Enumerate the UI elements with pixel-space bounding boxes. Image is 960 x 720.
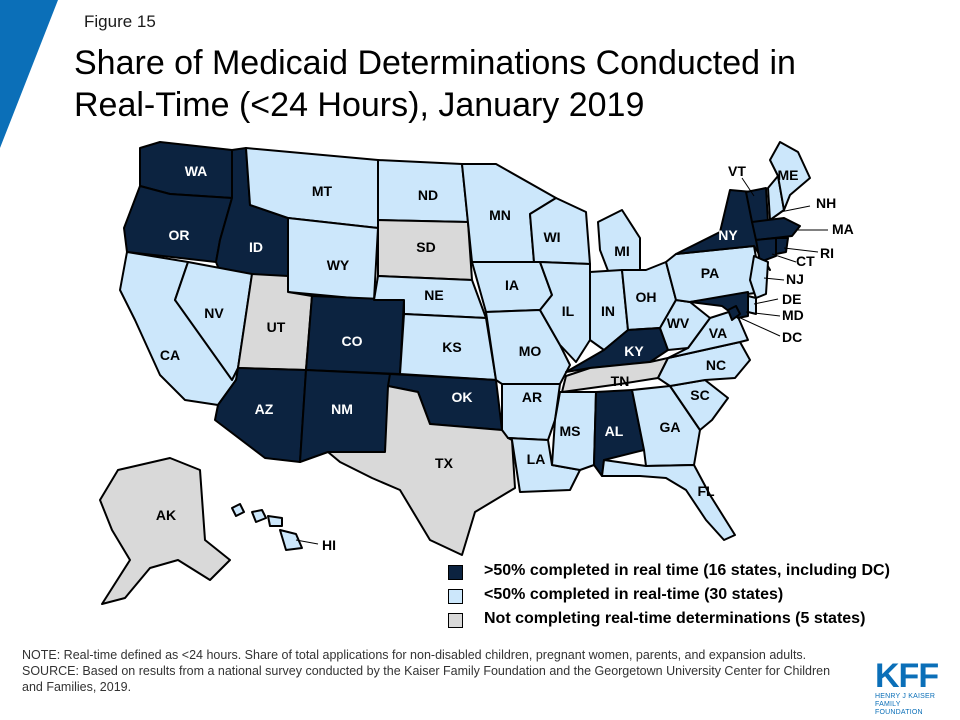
corner-accent-shape: [0, 0, 58, 148]
state-label-PA: PA: [701, 265, 719, 281]
kff-logo: KFF HENRY J KAISER FAMILY FOUNDATION: [875, 657, 947, 716]
state-label-MD: MD: [782, 307, 804, 323]
state-AK[interactable]: [99, 457, 231, 605]
leader-line-VT: [741, 177, 755, 197]
state-label-KS: KS: [442, 339, 461, 355]
state-label-KY: KY: [624, 343, 644, 359]
state-label-SD: SD: [416, 239, 435, 255]
state-labels: WA OR ID MT ND MN WI MI SD WY NE IA IL IN OH PA NY NV UT CO…: [156, 163, 854, 553]
state-label-OH: OH: [636, 289, 657, 305]
title-line-1: Share of Medicaid Determinations Conduct…: [74, 44, 796, 82]
state-FL[interactable]: [601, 459, 736, 541]
state-label-DC: DC: [782, 329, 802, 345]
logo-sub-2: FAMILY FOUNDATION: [875, 701, 923, 716]
leader-line-HI: [295, 539, 319, 545]
state-label-IN: IN: [601, 303, 615, 319]
state-label-AZ: AZ: [255, 401, 274, 417]
state-label-TX: TX: [435, 455, 454, 471]
state-label-AL: AL: [605, 423, 624, 439]
state-label-CO: CO: [342, 333, 363, 349]
state-label-FL: FL: [697, 483, 715, 499]
state-NJ[interactable]: [749, 255, 769, 299]
state-label-NJ: NJ: [786, 271, 804, 287]
state-label-NY: NY: [718, 227, 738, 243]
leader-line-RI: [783, 247, 819, 253]
state-label-SC: SC: [690, 387, 709, 403]
state-label-RI: RI: [820, 245, 834, 261]
legend-label-light: <50% completed in real-time (30 states): [484, 586, 784, 603]
state-label-VT: VT: [728, 163, 746, 179]
note-text: NOTE: Real-time defined as <24 hours. Sh…: [22, 648, 807, 662]
state-label-NH: NH: [816, 195, 836, 211]
state-label-OK: OK: [452, 389, 473, 405]
state-label-ND: ND: [418, 187, 438, 203]
state-label-MA: MA: [832, 221, 854, 237]
leader-line-NH: [779, 205, 811, 213]
state-label-TN: TN: [611, 373, 630, 389]
state-label-NM: NM: [331, 401, 353, 417]
legend-swatch-dark: [448, 565, 463, 580]
leader-line-CT: [771, 253, 797, 263]
leader-line-DE: [753, 298, 779, 305]
state-label-MS: MS: [560, 423, 581, 439]
footnotes: NOTE: Real-time defined as <24 hours. Sh…: [22, 647, 842, 695]
state-LA[interactable]: [507, 437, 581, 493]
state-label-CA: CA: [160, 347, 180, 363]
logo-sub-1: HENRY J KAISER: [875, 693, 936, 700]
state-label-CT: CT: [796, 253, 815, 269]
state-TX[interactable]: [327, 385, 516, 556]
state-DE[interactable]: [747, 295, 757, 315]
state-label-LA: LA: [527, 451, 546, 467]
state-label-AR: AR: [522, 389, 542, 405]
title-line-2: Real-Time (<24 Hours), January 2019: [74, 86, 645, 124]
state-label-ME: ME: [778, 167, 799, 183]
leader-line-NJ: [763, 277, 785, 281]
state-label-MN: MN: [489, 207, 511, 223]
legend-label-gray: Not completing real-time determinations …: [484, 610, 866, 627]
state-label-MI: MI: [614, 243, 630, 259]
state-label-GA: GA: [660, 419, 681, 435]
state-DC[interactable]: [727, 305, 741, 321]
state-label-OR: OR: [169, 227, 190, 243]
state-CT[interactable]: [755, 237, 777, 263]
page-title: Share of Medicaid Determinations Conduct…: [74, 42, 924, 126]
state-label-NC: NC: [706, 357, 726, 373]
state-NV[interactable]: [174, 261, 253, 381]
state-label-IL: IL: [562, 303, 575, 319]
state-label-UT: UT: [267, 319, 286, 335]
state-label-ID: ID: [249, 239, 263, 255]
figure-label: Figure 15: [84, 12, 156, 31]
state-HI[interactable]: [231, 503, 303, 551]
legend-swatch-gray: [448, 613, 463, 628]
leader-line-DC: [735, 315, 781, 337]
state-label-DE: DE: [782, 291, 801, 307]
logo-text: KFF: [875, 657, 939, 695]
state-label-MT: MT: [312, 183, 333, 199]
state-label-IA: IA: [505, 277, 519, 293]
state-label-WV: WV: [667, 315, 690, 331]
source-text: SOURCE: Based on results from a national…: [22, 664, 831, 694]
state-label-MO: MO: [519, 343, 542, 359]
leader-line-MD: [745, 311, 781, 317]
state-OR[interactable]: [123, 185, 233, 263]
state-label-WA: WA: [185, 163, 208, 179]
state-label-NE: NE: [424, 287, 443, 303]
state-label-NV: NV: [204, 305, 224, 321]
state-label-AK: AK: [156, 507, 176, 523]
state-ME[interactable]: [769, 141, 811, 211]
legend-label-dark: >50% completed in real time (16 states, …: [484, 562, 890, 579]
legend-swatch-light: [448, 589, 463, 604]
state-label-VA: VA: [709, 325, 727, 341]
state-MA[interactable]: [751, 217, 801, 241]
state-label-WY: WY: [327, 257, 350, 273]
state-label-WI: WI: [543, 229, 560, 245]
state-label-HI: HI: [322, 537, 336, 553]
state-RI[interactable]: [775, 237, 789, 255]
